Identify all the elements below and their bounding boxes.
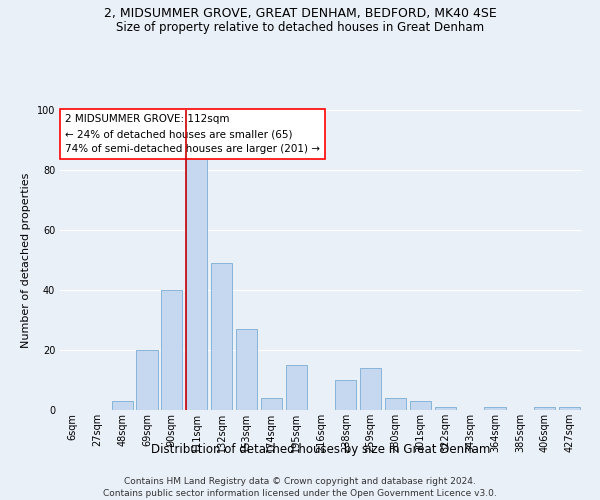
Text: Size of property relative to detached houses in Great Denham: Size of property relative to detached ho… [116, 21, 484, 34]
Bar [385, 398, 406, 410]
Bar [484, 407, 506, 410]
Bar [360, 368, 381, 410]
Bar [211, 263, 232, 410]
Bar [410, 401, 431, 410]
Bar [534, 407, 555, 410]
Text: 2 MIDSUMMER GROVE: 112sqm
← 24% of detached houses are smaller (65)
74% of semi-: 2 MIDSUMMER GROVE: 112sqm ← 24% of detac… [65, 114, 320, 154]
Bar [136, 350, 158, 410]
Text: Contains HM Land Registry data © Crown copyright and database right 2024.: Contains HM Land Registry data © Crown c… [124, 478, 476, 486]
Y-axis label: Number of detached properties: Number of detached properties [21, 172, 31, 348]
Bar [559, 407, 580, 410]
Bar [186, 155, 207, 410]
Bar [236, 329, 257, 410]
Bar [112, 401, 133, 410]
Bar [286, 365, 307, 410]
Text: Contains public sector information licensed under the Open Government Licence v3: Contains public sector information licen… [103, 489, 497, 498]
Text: Distribution of detached houses by size in Great Denham: Distribution of detached houses by size … [151, 442, 491, 456]
Bar [161, 290, 182, 410]
Bar [335, 380, 356, 410]
Text: 2, MIDSUMMER GROVE, GREAT DENHAM, BEDFORD, MK40 4SE: 2, MIDSUMMER GROVE, GREAT DENHAM, BEDFOR… [104, 8, 496, 20]
Bar [435, 407, 456, 410]
Bar [261, 398, 282, 410]
